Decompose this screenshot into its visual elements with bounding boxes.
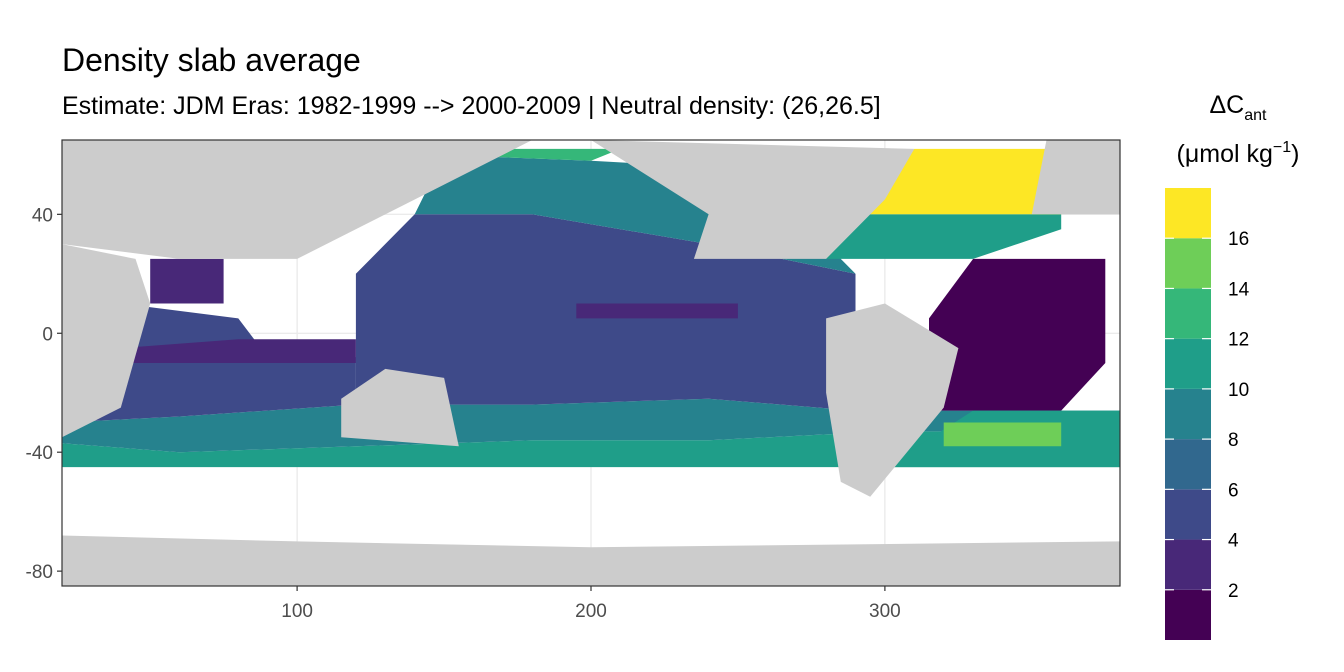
legend-bin <box>1165 388 1211 440</box>
legend-tick-label: 12 <box>1228 330 1249 351</box>
legend-bin <box>1165 238 1211 289</box>
color-legend: ΔCant (μmol kg−1) 2 4 6 8 10 12 14 16 <box>1165 91 1299 640</box>
land-region <box>62 140 533 259</box>
legend-tick-label: 6 <box>1228 480 1239 501</box>
legend-tick-label: 4 <box>1228 531 1239 552</box>
y-tick-label: 40 <box>32 205 53 226</box>
land-region <box>62 535 1120 586</box>
data-region <box>929 258 1106 411</box>
data-region <box>150 258 224 304</box>
legend-bin <box>1165 489 1211 540</box>
legend-tick-label: 10 <box>1228 380 1249 401</box>
data-region <box>576 303 738 319</box>
legend-color-bar <box>1165 188 1211 640</box>
legend-unit: (μmol kg−1) <box>1177 139 1300 168</box>
legend-tick-label: 16 <box>1228 229 1249 250</box>
land-region <box>826 303 959 497</box>
data-region <box>855 148 1091 215</box>
legend-bin <box>1165 188 1211 239</box>
x-tick-label: 100 <box>281 601 313 622</box>
legend-bin <box>1165 338 1211 389</box>
x-tick-label: 300 <box>869 601 901 622</box>
chart-subtitle: Estimate: JDM Eras: 1982-1999 --> 2000-2… <box>62 92 881 120</box>
legend-bin <box>1165 439 1211 490</box>
legend-bin <box>1165 539 1211 590</box>
legend-title: ΔCant <box>1209 91 1267 124</box>
y-tick-label: -40 <box>26 443 53 464</box>
chart-title: Density slab average <box>62 42 361 78</box>
legend-tick-label: 14 <box>1228 279 1250 300</box>
data-regions <box>62 140 1120 586</box>
x-tick-label: 200 <box>575 601 607 622</box>
land-region <box>62 244 151 438</box>
legend-bin <box>1165 288 1211 339</box>
legend-ticks: 2 4 6 8 10 12 14 16 <box>1165 229 1250 602</box>
legend-bin <box>1165 589 1211 640</box>
data-region <box>826 214 1062 259</box>
data-region <box>120 339 356 363</box>
legend-tick-label: 8 <box>1228 430 1239 451</box>
plot-panel <box>61 139 1121 587</box>
land-region <box>341 368 459 447</box>
land-region <box>591 140 915 259</box>
legend-tick-label: 2 <box>1228 581 1239 602</box>
land-region <box>1031 140 1120 215</box>
y-tick-label: -80 <box>26 562 53 583</box>
data-region <box>943 422 1062 447</box>
y-tick-label: 0 <box>42 324 53 345</box>
